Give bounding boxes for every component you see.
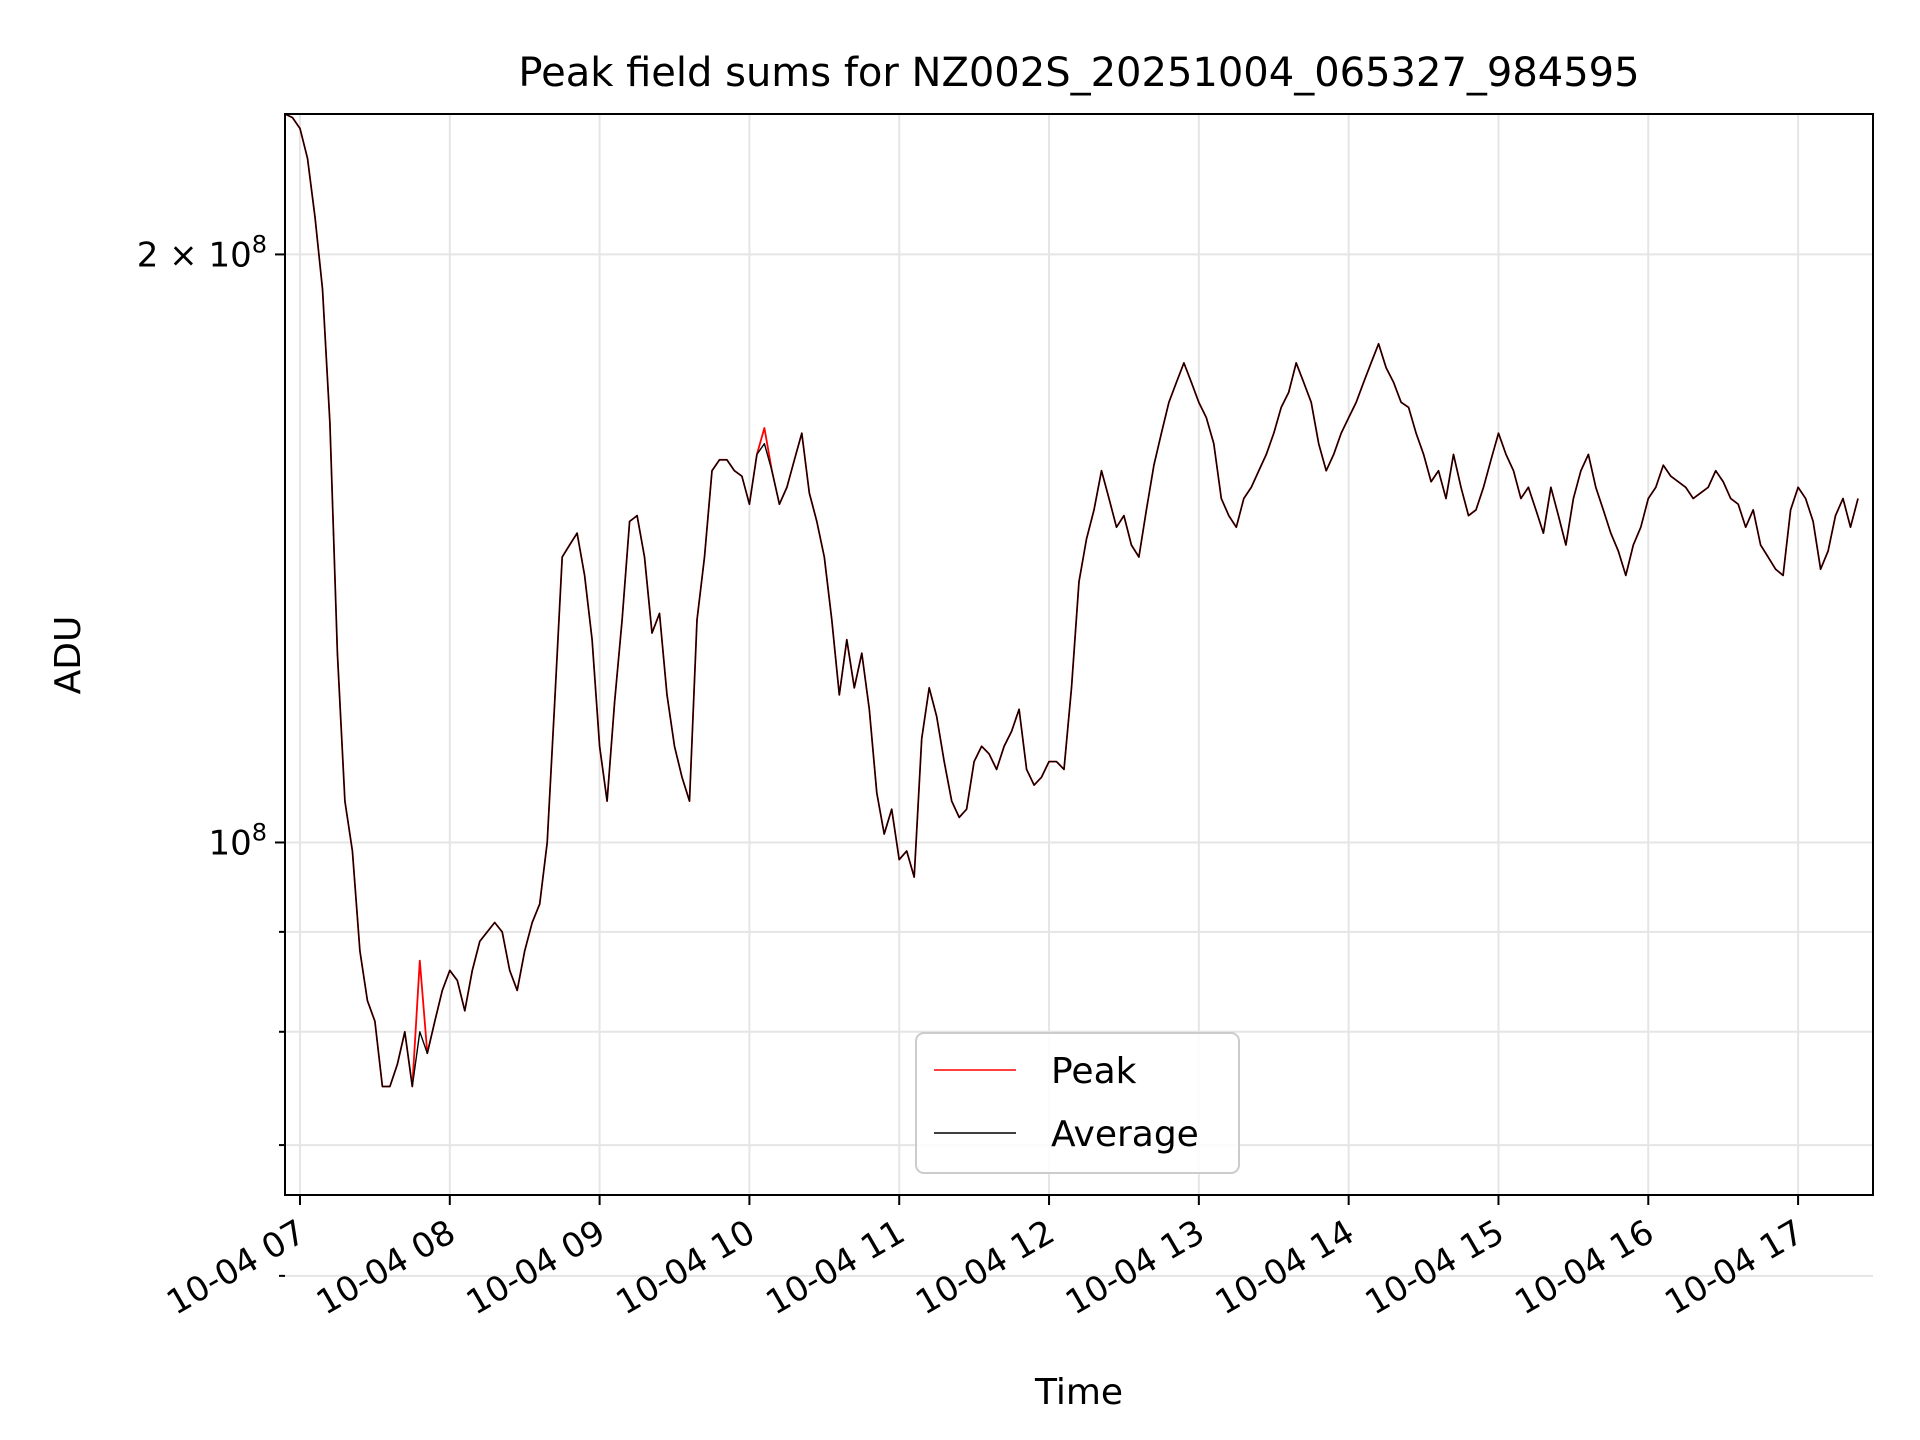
y-tick-label: 108 xyxy=(208,818,267,863)
grid xyxy=(285,114,1873,1277)
y-tick-label: 2 × 108 xyxy=(137,230,267,275)
legend-label-peak: Peak xyxy=(1051,1051,1137,1092)
legend: Peak Average xyxy=(915,1032,1240,1174)
y-tick-exponent: 8 xyxy=(252,818,267,846)
axes-frame xyxy=(284,113,1874,1196)
series-line-average xyxy=(284,113,1859,1088)
y-tick-base: 10 xyxy=(208,823,251,863)
legend-box xyxy=(915,1032,1240,1174)
legend-label-average: Average xyxy=(1051,1114,1199,1155)
chart-title: Peak field sums for NZ002S_20251004_0653… xyxy=(518,50,1639,96)
y-tick-exponent: 8 xyxy=(252,230,267,258)
y-tick-base: 2 × 10 xyxy=(137,235,252,275)
y-axis-label: ADU xyxy=(48,616,89,695)
x-axis-label: Time xyxy=(1034,1372,1123,1413)
series-group xyxy=(284,113,1859,1088)
